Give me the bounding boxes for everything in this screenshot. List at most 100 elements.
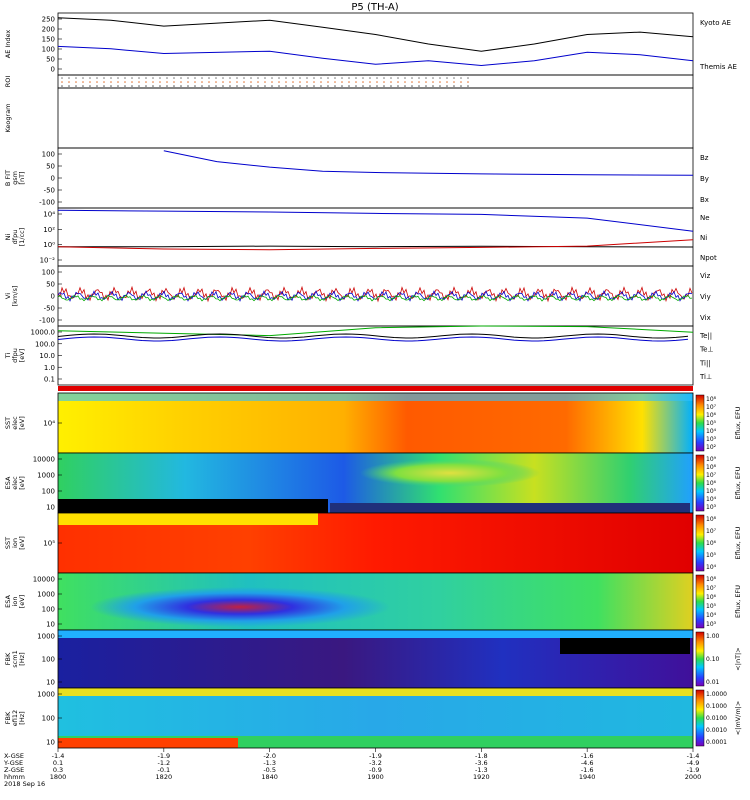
- y-tick-label: 100: [42, 46, 55, 54]
- roi-dot: [327, 85, 329, 87]
- roi-dot: [306, 77, 308, 79]
- y-tick-label: 10⁻²: [40, 257, 56, 265]
- roi-dot: [68, 81, 70, 83]
- roi-dot: [362, 77, 364, 79]
- y-axis-label: SST elec [eV]: [4, 416, 26, 430]
- esa-elec-blob: [360, 459, 540, 487]
- panel-keogram: Keogram: [4, 87, 694, 149]
- roi-dot: [404, 81, 406, 83]
- series-ti-: [57, 325, 694, 337]
- roi-dot: [257, 85, 259, 87]
- roi-dot: [432, 81, 434, 83]
- y-tick-label: 10⁵: [43, 540, 55, 548]
- roi-dot: [299, 85, 301, 87]
- roi-dot: [215, 81, 217, 83]
- roi-dot: [187, 81, 189, 83]
- roi-dot: [390, 77, 392, 79]
- roi-dot: [404, 85, 406, 87]
- y-tick-label: 0: [51, 175, 55, 183]
- panel-roi: ROI: [4, 74, 694, 89]
- x-row-value: -1.3: [263, 759, 276, 767]
- roi-dot: [187, 77, 189, 79]
- roi-dot: [89, 77, 91, 79]
- y-axis-label-line: Ni: [4, 233, 12, 240]
- y-tick-label: -100: [39, 317, 55, 325]
- roi-dot: [313, 85, 315, 87]
- roi-dot: [82, 85, 84, 87]
- roi-dot: [397, 85, 399, 87]
- y-axis-label-line: FBK: [4, 711, 12, 724]
- x-row-value: -1.6: [581, 766, 594, 774]
- panel-sst_i: SST ion [eV] 10⁵ 10⁸ 10⁷ 10⁶ 10⁵ 10⁴ Eflux, EFU: [4, 512, 742, 574]
- y-axis-label-line: dfpu: [11, 348, 19, 363]
- y-axis-label-line: ion: [11, 538, 19, 548]
- roi-dot: [68, 85, 70, 87]
- roi-dot: [355, 81, 357, 83]
- roi-dot: [292, 85, 294, 87]
- colorbar-tick-label: 10⁶: [706, 594, 717, 601]
- y-axis-label-line: [km/s]: [11, 286, 19, 307]
- roi-dot: [285, 85, 287, 87]
- roi-dot: [439, 81, 441, 83]
- roi-dot: [222, 77, 224, 79]
- y-tick-label: -50: [44, 305, 55, 313]
- y-tick-label: 10.0: [39, 352, 55, 360]
- panel-ae: AE Index 250 200 150 100 50 0 Kyoto AE Themis AE: [4, 12, 737, 76]
- colorbar-label: Eflux, EFU: [734, 406, 742, 439]
- roi-dot: [138, 85, 140, 87]
- y-axis-label: ROI: [4, 76, 12, 88]
- fbk-efi-red-band: [58, 738, 238, 748]
- roi-dot: [467, 85, 469, 87]
- roi-dot: [446, 81, 448, 83]
- roi-dot: [390, 81, 392, 83]
- roi-dot: [173, 85, 175, 87]
- roi-dot: [299, 81, 301, 83]
- x-row-value: 1840: [261, 773, 278, 781]
- y-tick-label: 1000: [37, 591, 55, 599]
- colorbar-tick-label: 0.1000: [706, 703, 727, 710]
- y-tick-label: 10: [46, 739, 55, 747]
- roi-dot: [320, 77, 322, 79]
- y-tick-label: 1000: [37, 472, 55, 480]
- x-row-value: -3.6: [475, 759, 488, 767]
- roi-dot: [236, 81, 238, 83]
- roi-dot: [257, 81, 259, 83]
- x-row-label: X-GSE: [4, 752, 24, 760]
- y-axis-label: Ti dfpu [eV]: [4, 348, 26, 363]
- roi-dot: [250, 77, 252, 79]
- roi-dot: [61, 81, 63, 83]
- roi-dot: [334, 85, 336, 87]
- colorbar-tick-label: 10³: [706, 621, 717, 628]
- roi-dot: [194, 81, 196, 83]
- y-tick-label: 10: [46, 679, 55, 687]
- x-row-value: -0.1: [157, 766, 170, 774]
- ti-trace: [57, 336, 689, 342]
- roi-dot: [460, 77, 462, 79]
- roi-dot: [285, 77, 287, 79]
- roi-dot: [264, 77, 266, 79]
- y-axis-label-line: Vi: [4, 293, 12, 299]
- colorbar-tick-label: 1.00: [706, 633, 720, 640]
- series-kyoto-ae: [57, 17, 694, 52]
- roi-dot: [75, 77, 77, 79]
- roi-dot: [306, 81, 308, 83]
- roi-dot: [110, 77, 112, 79]
- roi-dot: [313, 77, 315, 79]
- y-axis-label-line: B FIT: [4, 170, 12, 186]
- roi-dot: [313, 81, 315, 83]
- roi-dot: [460, 81, 462, 83]
- roi-dot: [152, 77, 154, 79]
- panel-bfit: B FIT gsm [nT] 100 50 0 -50 -100 Bz By Bx: [4, 147, 709, 209]
- colorbar: [695, 574, 705, 629]
- y-tick-label: 1.0: [44, 364, 55, 372]
- roi-dot: [369, 77, 371, 79]
- colorbar-label-group: <|nT|>: [734, 647, 742, 670]
- roi-dot: [124, 81, 126, 83]
- roi-dot: [369, 81, 371, 83]
- colorbar-label-group: Eflux, EFU: [734, 585, 742, 618]
- colorbar-tick-label: 0.0001: [706, 739, 727, 746]
- roi-dot: [243, 77, 245, 79]
- y-axis-label-line: [eV]: [18, 595, 26, 609]
- roi-dot: [306, 85, 308, 87]
- colorbar: [695, 454, 705, 512]
